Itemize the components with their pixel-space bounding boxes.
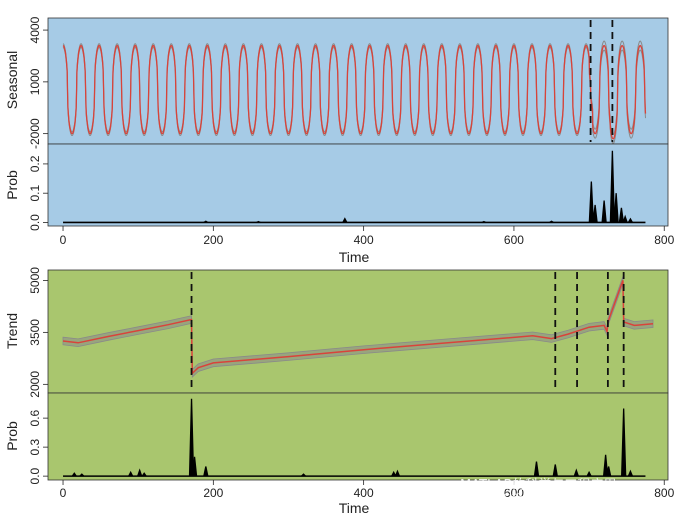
panel-trend-ytick-label-1: 3500 [28,319,42,346]
panel-trend-prob-spike-9 [391,470,397,477]
panel-trend-prob-spike-1 [79,473,85,477]
panel-trend-prob-spike-17 [621,408,627,477]
panel-seasonal-prob-spike-7 [601,200,607,223]
panel-seasonal-prob-ytick-label-2: 0.2 [28,155,42,172]
panel-trend-ytick-label-2: 5000 [28,267,42,294]
seasonal-curve [62,44,647,140]
panel-seasonal-ylabel: Seasonal [4,51,20,109]
panel-seasonal-prob-spike-4 [549,220,554,224]
panel-seasonal-prob-xtick-label-1: 200 [203,233,223,247]
watermark-line2: CSDN @梅花香——苦寒来 [430,493,589,508]
panel-trend-prob-xtick-label-3: 600 [504,486,524,500]
panel-trend-prob-spike-0 [71,472,77,477]
panel-trend-prob-spike-3 [137,468,143,477]
panel-seasonal-prob-xtick-label-0: 0 [60,233,67,247]
panel-seasonal-prob-xtick-label-3: 600 [504,233,524,247]
watermark: MATLAB的科学与工程应用 CSDN @梅花香——苦寒来 [430,478,616,508]
panel-seasonal-prob-ylabel: Prob [4,170,20,200]
panel-seasonal-prob-spike-0 [203,220,209,224]
panel-seasonal-prob-spike-11 [622,214,628,223]
panel-trend-ylabel: Trend [4,313,20,349]
panel-trend-prob-xtick-label-4: 800 [654,486,674,500]
panel-trend-prob-ytick-label-1: 0.3 [28,438,42,455]
panel-seasonal-prob-ytick-label-1: 0.1 [28,185,42,202]
panel-trend-prob-xlabel: Time [339,500,370,516]
panel-trend-prob-spike-6 [191,456,198,477]
panel-trend-prob-xtick-label-2: 400 [354,486,374,500]
panel-seasonal-prob-xtick-label-4: 800 [654,233,674,247]
panel-trend-ytick-label-0: 2000 [28,371,42,398]
panel-seasonal-prob-spike-3 [481,220,487,224]
panel-trend-prob-spike-18 [627,469,634,477]
panel-trend-prob-spike-15 [602,454,609,477]
panel-seasonal-ytick-label-2: 4000 [28,16,42,43]
panel-seasonal-prob-spike-1 [256,220,261,224]
panel-trend-prob-spike-10 [394,469,401,477]
panel-seasonal-prob-xlabel: Time [339,249,370,265]
panel-trend-prob-spike-8 [301,473,306,477]
panel-trend-prob-ytick-label-2: 0.6 [28,409,42,426]
panel-trend-prob-spike-4 [141,472,147,477]
panel-trend-prob-ylabel: Prob [4,421,20,451]
panel-seasonal-ytick-label-0: -2000 [28,118,42,149]
panel-seasonal-prob-spike-6 [592,204,598,223]
watermark-line1: MATLAB的科学与工程应用 [460,478,617,493]
panel-trend-prob-xtick-label-1: 200 [203,486,223,500]
panel-trend-prob-spike-13 [573,468,579,477]
panel-seasonal-prob-spike-12 [627,217,633,223]
panel-trend-prob-spike-5 [188,398,195,477]
trend-ci-band [62,276,654,379]
panel-trend-prob-spike-12 [552,464,558,477]
panel-trend-prob-spike-7 [203,466,209,477]
panel-trend-prob-background [47,392,669,481]
trend-curve [62,280,654,376]
panel-seasonal-prob-spike-5 [588,181,594,223]
panel-seasonal-prob-background [47,143,669,227]
panel-seasonal-ytick-label-1: 1000 [28,68,42,95]
panel-trend-prob-spike-16 [605,466,612,477]
panel-trend-prob-spike-2 [128,470,134,477]
panel-trend-prob-xtick-label-0: 0 [60,486,67,500]
panel-seasonal-prob-ytick-label-0: 0.0 [28,214,42,231]
panel-seasonal-prob-xtick-label-2: 400 [354,233,374,247]
panel-seasonal-prob-spike-10 [618,207,625,223]
panel-seasonal-prob-spike-2 [342,217,348,223]
panel-trend-prob-ytick-label-0: 0.0 [28,467,42,484]
panel-trend-prob-spike-14 [586,470,592,477]
panel-seasonal-prob-spike-9 [613,193,619,223]
panel-seasonal-prob-spike-8 [609,150,616,223]
panel-trend-prob-spike-11 [533,461,540,477]
